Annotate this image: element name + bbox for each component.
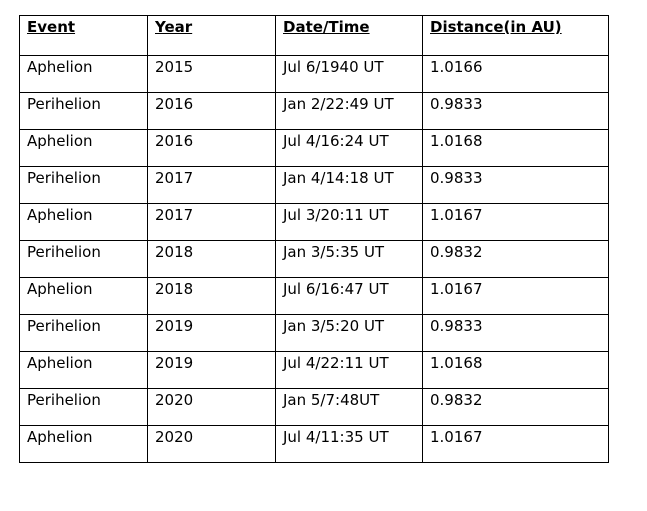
table-cell: 0.9832 [422,240,609,278]
table-cell: Aphelion [19,425,148,463]
table-cell: 0.9832 [422,388,609,426]
table-row: Aphelion 2015 Jul 6/1940 UT 1.0166 [19,55,609,93]
table-cell: 2020 [147,425,276,463]
table-body: Aphelion 2015 Jul 6/1940 UT 1.0166 Perihelio… [19,55,609,463]
table-cell: 2015 [147,55,276,93]
table-row: Perihelion 2017 Jan 4/14:18 UT 0.9833 [19,166,609,204]
table-cell: Perihelion [19,92,148,130]
table-cell: Jan 3/5:35 UT [275,240,423,278]
table-cell: Aphelion [19,277,148,315]
table-cell: 0.9833 [422,92,609,130]
table-cell: Aphelion [19,55,148,93]
table-row: Aphelion 2016 Jul 4/16:24 UT 1.0168 [19,129,609,167]
table-cell: Jan 2/22:49 UT [275,92,423,130]
table-cell: Perihelion [19,240,148,278]
table-cell: 2017 [147,203,276,241]
table-cell: Jul 6/1940 UT [275,55,423,93]
table-cell: 0.9833 [422,166,609,204]
table-cell: 2018 [147,240,276,278]
table-cell: Jan 4/14:18 UT [275,166,423,204]
table-cell: Jul 6/16:47 UT [275,277,423,315]
table-cell: Aphelion [19,351,148,389]
table-row: Perihelion 2016 Jan 2/22:49 UT 0.9833 [19,92,609,130]
table-cell: Perihelion [19,388,148,426]
table-cell: Jul 3/20:11 UT [275,203,423,241]
table-cell: Jul 4/16:24 UT [275,129,423,167]
table-cell: 2019 [147,351,276,389]
table-row: Perihelion 2018 Jan 3/5:35 UT 0.9832 [19,240,609,278]
table-cell: 2020 [147,388,276,426]
table-row: Aphelion 2020 Jul 4/11:35 UT 1.0167 [19,425,609,463]
table-cell: 1.0167 [422,203,609,241]
table-row: Perihelion 2020 Jan 5/7:48UT 0.9832 [19,388,609,426]
table-cell: 2019 [147,314,276,352]
table-cell: Jan 3/5:20 UT [275,314,423,352]
data-table: Event Year Date/Time Distance(in AU) Apheli… [19,15,609,463]
table-cell: Aphelion [19,129,148,167]
table-cell: Perihelion [19,166,148,204]
table-cell: 0.9833 [422,314,609,352]
header-row: Event Year Date/Time Distance(in AU) [19,15,609,56]
table-cell: 2017 [147,166,276,204]
table-cell: Jul 4/11:35 UT [275,425,423,463]
table-cell: 1.0167 [422,425,609,463]
table-cell: 1.0167 [422,277,609,315]
table-cell: 2016 [147,129,276,167]
table-cell: 2018 [147,277,276,315]
table-row: Aphelion 2018 Jul 6/16:47 UT 1.0167 [19,277,609,315]
header-cell: Date/Time [275,15,423,56]
table-row: Perihelion 2019 Jan 3/5:20 UT 0.9833 [19,314,609,352]
table-cell: Aphelion [19,203,148,241]
table-cell: 1.0168 [422,351,609,389]
table-row: Aphelion 2017 Jul 3/20:11 UT 1.0167 [19,203,609,241]
table-cell: 1.0166 [422,55,609,93]
table-cell: Perihelion [19,314,148,352]
header-cell: Event [19,15,148,56]
table-cell: Jan 5/7:48UT [275,388,423,426]
table-cell: 1.0168 [422,129,609,167]
table-cell: Jul 4/22:11 UT [275,351,423,389]
header-cell: Distance(in AU) [422,15,609,56]
table-row: Aphelion 2019 Jul 4/22:11 UT 1.0168 [19,351,609,389]
table-cell: 2016 [147,92,276,130]
header-cell: Year [147,15,276,56]
